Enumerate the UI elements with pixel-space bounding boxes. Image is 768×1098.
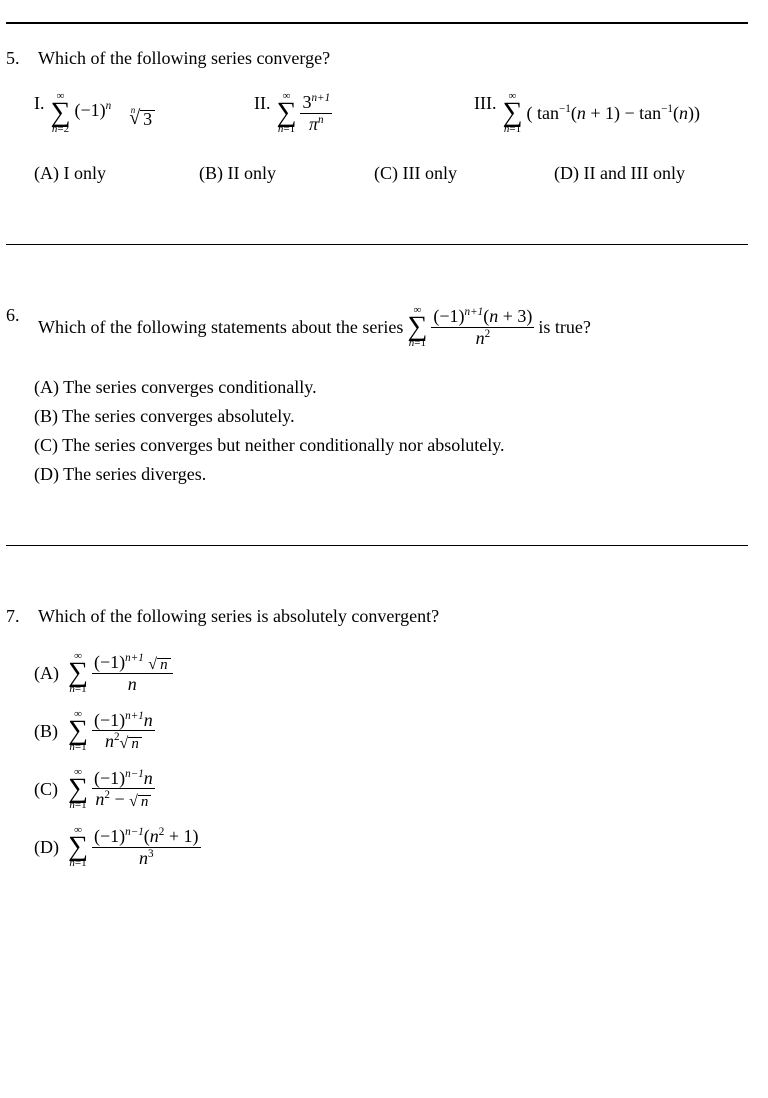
q6-stem-text1: Which of the following statements about … (38, 317, 403, 338)
q6-choices: (A) The series converges conditionally. … (34, 377, 748, 485)
q5-roman-1: I. (34, 91, 45, 115)
sum-lower: n=1 (409, 338, 426, 349)
q7-choices: (A) ∞ ∑ n=1 (−1)n+1 √n n (34, 651, 748, 869)
q5-roman-3: III. (474, 91, 496, 115)
q5-choice-b: (B) II only (199, 163, 374, 184)
q6-choice-a: (A) The series converges conditionally. (34, 377, 748, 398)
sum-lower: n=1 (504, 124, 521, 135)
q6-choice-b: (B) The series converges absolutely. (34, 406, 748, 427)
q5-items: I. ∞ ∑ n=2 (−1)n n √ 3 (34, 91, 748, 135)
q5-number: 5. (6, 48, 28, 69)
q5-item-1: I. ∞ ∑ n=2 (−1)n n √ 3 (34, 91, 254, 135)
q7-choice-c: (C) ∞ ∑ n=1 (−1)n−1n n2 − √n (34, 767, 748, 811)
sigma-icon: ∑ (407, 316, 427, 338)
sigma-icon: ∑ (68, 720, 88, 742)
sigma-icon: ∑ (277, 102, 297, 124)
sigma-icon: ∑ (68, 836, 88, 858)
arctan-term: ( tan−1(n + 1) − tan−1(n)) (526, 103, 700, 124)
q7a-math: ∞ ∑ n=1 (−1)n+1 √n n (68, 651, 173, 695)
choice-label-c: (C) (34, 779, 68, 800)
sum-lower: n=1 (69, 742, 86, 753)
sum-lower: n=1 (69, 684, 86, 695)
sum-icon: ∞ ∑ n=1 (407, 305, 427, 349)
sigma-icon: ∑ (502, 102, 522, 124)
q5-item3-math: ∞ ∑ n=1 ( tan−1(n + 1) − tan−1(n)) (502, 91, 700, 135)
sum-lower: n=1 (69, 800, 86, 811)
top-divider (6, 22, 748, 24)
q5-item1-math: ∞ ∑ n=2 (−1)n n √ 3 (51, 91, 156, 135)
sum-lower: n=1 (69, 858, 86, 869)
question-6: 6. Which of the following statements abo… (6, 305, 748, 485)
q5-stem-row: 5. Which of the following series converg… (6, 48, 748, 69)
q5-choice-a: (A) I only (34, 163, 199, 184)
sigma-icon: ∑ (68, 778, 88, 800)
sum-icon: ∞ ∑ n=1 (68, 825, 88, 869)
sum-icon: ∞ ∑ n=1 (68, 767, 88, 811)
q6-stem: Which of the following statements about … (38, 305, 591, 349)
fraction: (−1)n−1n n2 − √n (92, 769, 155, 810)
q5-stem: Which of the following series converge? (38, 48, 330, 69)
exp: n+1 (311, 92, 330, 104)
page: 5. Which of the following series converg… (0, 22, 768, 1098)
divider-1 (6, 244, 748, 245)
q7-number: 7. (6, 606, 28, 627)
question-5: 5. Which of the following series converg… (6, 48, 748, 184)
sqrt-icon: √n (148, 657, 170, 672)
choice-label-a: (A) (34, 663, 68, 684)
q6-number: 6. (6, 305, 28, 326)
q7-stem-row: 7. Which of the following series is abso… (6, 606, 748, 627)
term: (−1)n n √ 3 (74, 100, 155, 127)
fraction: 3n+1 πn (300, 93, 332, 134)
q6-choice-c: (C) The series converges but neither con… (34, 435, 748, 456)
q6-stem-row: 6. Which of the following statements abo… (6, 305, 748, 349)
sum-lower: n=1 (278, 124, 295, 135)
sigma-icon: ∑ (51, 102, 71, 124)
q7b-math: ∞ ∑ n=1 (−1)n+1n n2√n (68, 709, 155, 753)
sqrt-icon: √n (129, 794, 151, 809)
sum-lower: n=2 (52, 124, 69, 135)
question-7: 7. Which of the following series is abso… (6, 606, 748, 869)
choice-label-b: (B) (34, 721, 68, 742)
sqrt-icon: √n (120, 736, 142, 751)
sum-icon: ∞ ∑ n=2 (51, 91, 71, 135)
fraction: (−1)n+1(n + 3) n2 (431, 307, 534, 348)
fraction: (−1)n−1(n2 + 1) n3 (92, 827, 201, 868)
q5-roman-2: II. (254, 91, 271, 115)
sigma-icon: ∑ (68, 662, 88, 684)
fraction: (−1)n+1n n2√n (92, 711, 155, 752)
q7c-math: ∞ ∑ n=1 (−1)n−1n n2 − √n (68, 767, 155, 811)
divider-2 (6, 545, 748, 546)
q7-stem: Which of the following series is absolut… (38, 606, 439, 627)
q5-item-3: III. ∞ ∑ n=1 ( tan−1(n + 1) − tan−1(n)) (474, 91, 748, 135)
q5-choices: (A) I only (B) II only (C) III only (D) … (34, 163, 748, 184)
choice-label-d: (D) (34, 837, 68, 858)
q6-stem-text2: is true? (538, 317, 590, 338)
q5-choice-d: (D) II and III only (554, 163, 724, 184)
q7d-math: ∞ ∑ n=1 (−1)n−1(n2 + 1) n3 (68, 825, 201, 869)
q5-item2-math: ∞ ∑ n=1 3n+1 πn (277, 91, 333, 135)
q5-choice-c: (C) III only (374, 163, 554, 184)
q6-series: ∞ ∑ n=1 (−1)n+1(n + 3) n2 (407, 305, 534, 349)
sum-icon: ∞ ∑ n=1 (277, 91, 297, 135)
nth-root: n √ 3 (125, 108, 155, 127)
q5-item-2: II. ∞ ∑ n=1 3n+1 πn (254, 91, 474, 135)
q7-choice-a: (A) ∞ ∑ n=1 (−1)n+1 √n n (34, 651, 748, 695)
sum-icon: ∞ ∑ n=1 (68, 709, 88, 753)
fraction: (−1)n+1 √n n (92, 653, 173, 694)
sum-icon: ∞ ∑ n=1 (502, 91, 522, 135)
q7-choice-d: (D) ∞ ∑ n=1 (−1)n−1(n2 + 1) n3 (34, 825, 748, 869)
q7-choice-b: (B) ∞ ∑ n=1 (−1)n+1n n2√n (34, 709, 748, 753)
sum-icon: ∞ ∑ n=1 (68, 651, 88, 695)
q6-choice-d: (D) The series diverges. (34, 464, 748, 485)
